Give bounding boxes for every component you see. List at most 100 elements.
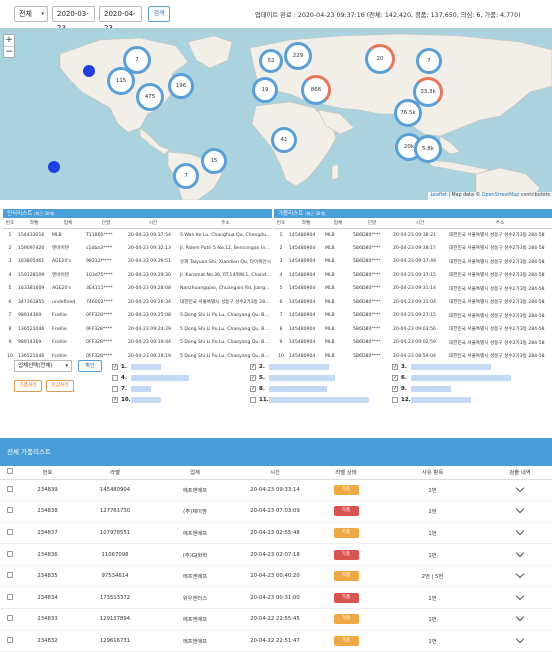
- reason-category-item[interactable]: ✓ 10.: [112, 396, 242, 404]
- reason-category-item[interactable]: ✓ 3.: [392, 363, 522, 371]
- checkbox[interactable]: [112, 386, 118, 392]
- column-header[interactable]: [0, 466, 20, 480]
- reason-category-item[interactable]: 11.: [250, 396, 380, 404]
- all-fake-row[interactable]: 234834 173513372 위우엔터스 20-04-23 00:31:00 가품 1…: [0, 586, 552, 610]
- checkbox-checked[interactable]: ✓: [112, 397, 118, 403]
- cluster-marker[interactable]: 76.5k: [394, 99, 422, 127]
- chevron-down-icon[interactable]: [515, 548, 525, 557]
- chevron-down-icon[interactable]: [515, 613, 525, 622]
- leaflet-link[interactable]: Leaflet: [430, 193, 447, 198]
- confirm-button[interactable]: 확인: [78, 360, 102, 372]
- checkbox-checked[interactable]: ✓: [392, 386, 398, 392]
- fake-list-row[interactable]: 5 145480904 MLB 5B6D80**** 20-04-23 09:31:14…: [274, 282, 552, 296]
- reason-category-item[interactable]: 7.: [112, 385, 242, 393]
- row-expand-cell[interactable]: [488, 565, 552, 588]
- chevron-down-icon[interactable]: [515, 634, 525, 644]
- auth-list-row[interactable]: 8 136521046 Fcellie 0FF328**** 20-04-23 09:2…: [3, 323, 272, 337]
- fake-list-row[interactable]: 2 145480904 MLB 5B6D80**** 20-04-23 09:38:17…: [274, 242, 552, 256]
- reason-category-item[interactable]: ✓ 2.: [250, 363, 380, 371]
- auth-list-row[interactable]: 2 159097426 텐바이텐 c1dba3**** 20-04-23 09:32:1…: [3, 242, 272, 256]
- row-expand-cell[interactable]: [488, 543, 552, 566]
- checkbox-checked[interactable]: ✓: [250, 364, 256, 370]
- row-expand-cell[interactable]: [488, 586, 552, 610]
- cluster-marker[interactable]: 41: [271, 127, 297, 153]
- status-badge[interactable]: 가품: [333, 506, 359, 517]
- fake-list-row[interactable]: 9 145480904 MLB 5B6D80**** 20-04-23 09:02:59…: [274, 336, 552, 350]
- cluster-marker[interactable]: 7: [173, 163, 199, 189]
- checkbox-checked[interactable]: ✓: [250, 375, 256, 381]
- fake-list-row[interactable]: 4 145480904 MLB 5B6D80**** 20-04-23 09:37:15…: [274, 269, 552, 283]
- row-checkbox[interactable]: [7, 550, 13, 557]
- scope-select[interactable]: 전체 ▾: [14, 6, 48, 22]
- zoom-in-button[interactable]: +: [5, 35, 13, 45]
- checkbox-checked[interactable]: ✓: [392, 375, 398, 381]
- row-select-cell[interactable]: [0, 565, 20, 588]
- checkbox-checked[interactable]: ✓: [250, 386, 256, 392]
- checkbox[interactable]: [250, 397, 256, 403]
- fake-list-row[interactable]: 8 145480904 MLB 5B6D80**** 20-04-23 09:03:56…: [274, 323, 552, 337]
- row-select-cell[interactable]: [0, 543, 20, 566]
- checkbox[interactable]: [112, 375, 118, 381]
- status-badge[interactable]: 가품: [333, 592, 359, 603]
- cluster-marker[interactable]: 15: [201, 148, 227, 174]
- reason-category-item[interactable]: ✓ 8.: [250, 385, 380, 393]
- checkbox-checked[interactable]: ✓: [112, 364, 118, 370]
- row-expand-cell[interactable]: [488, 479, 552, 502]
- all-fake-row[interactable]: 234839 145480904 에프앤에프 20-04-23 09:33:14 가품 1…: [0, 479, 552, 502]
- search-button[interactable]: 검색: [148, 6, 170, 22]
- fake-list-row[interactable]: 3 145480904 MLB 5B6D80**** 20-04-23 09:37:49…: [274, 255, 552, 269]
- select-all-checkbox[interactable]: [7, 468, 13, 475]
- row-expand-cell[interactable]: [488, 500, 552, 523]
- status-badge[interactable]: 가품: [333, 635, 359, 646]
- cluster-marker[interactable]: 52: [259, 49, 283, 73]
- row-checkbox[interactable]: [7, 507, 13, 514]
- zoom-out-button[interactable]: −: [4, 46, 14, 57]
- row-checkbox[interactable]: [7, 572, 13, 579]
- all-fake-row[interactable]: 234836 11067098 (주)GJ화학 20-04-23 02:07:18 가품…: [0, 543, 552, 566]
- reason-category-item[interactable]: ✓ 5.: [250, 374, 380, 382]
- all-fake-row[interactable]: 234832 129616731 에프앤에프 20-04-22 22:51:47 가품 1…: [0, 630, 552, 652]
- fake-list-row[interactable]: 7 145480904 MLB 5B6D80**** 20-04-23 09:27:15…: [274, 309, 552, 323]
- auth-list-row[interactable]: 6 347361855 undefined 746002**** 20-04-23 09…: [3, 296, 272, 310]
- row-select-cell[interactable]: [0, 500, 20, 523]
- all-fake-row[interactable]: 234835 97534614 에프앤에프 20-04-23 00:40:20 가품 2번…: [0, 565, 552, 588]
- cluster-marker[interactable]: 7: [416, 48, 442, 74]
- row-select-cell[interactable]: [0, 479, 20, 502]
- chevron-down-icon[interactable]: [515, 505, 525, 514]
- checkbox[interactable]: [392, 397, 398, 403]
- reason-category-item[interactable]: ✓ 9.: [392, 385, 522, 393]
- status-badge[interactable]: 가품: [333, 571, 359, 582]
- auth-list-row[interactable]: 3 163805461 AGE20's 98232f**** 20-04-23 09:2…: [3, 255, 272, 269]
- auth-list-row[interactable]: 7 98914369 Fcellie 0FF328**** 20-04-23 09:25…: [3, 309, 272, 323]
- fake-list-row[interactable]: 6 145480904 MLB 5B6D80**** 20-04-23 09:31:04…: [274, 296, 552, 310]
- reason-category-item[interactable]: ✓ 6.: [392, 374, 522, 382]
- cluster-marker[interactable]: 20: [365, 44, 395, 74]
- chevron-down-icon[interactable]: [515, 483, 525, 493]
- cluster-marker[interactable]: 5.8k: [414, 135, 442, 163]
- all-fake-row[interactable]: 234833 129137894 에프앤에프 20-04-22 22:55:45 가품 1…: [0, 608, 552, 631]
- status-badge[interactable]: 가품: [333, 549, 359, 560]
- row-select-cell[interactable]: [0, 608, 20, 631]
- row-expand-cell[interactable]: [488, 630, 552, 652]
- all-fake-row[interactable]: 234837 107978551 에프앤에프 20-04-23 02:55:48 가품 1…: [0, 522, 552, 545]
- cluster-marker[interactable]: 33.3k: [413, 77, 443, 107]
- osm-link[interactable]: OpenStreetMap: [481, 193, 520, 198]
- cluster-marker[interactable]: 19: [252, 77, 278, 103]
- suspect-process-button[interactable]: 의심처리: [46, 380, 74, 392]
- reason-category-item[interactable]: 12.: [392, 396, 522, 404]
- status-badge[interactable]: 가품: [333, 484, 359, 495]
- fake-list-row[interactable]: 1 145480904 MLB 5B6D80**** 20-04-23 09:38:21…: [274, 228, 552, 242]
- auth-list-row[interactable]: 1 154433016 MLB T11860**** 20-04-23 09:37:54…: [3, 228, 272, 242]
- row-expand-cell[interactable]: [488, 608, 552, 631]
- company-select[interactable]: 업체선택(전체) ▾: [14, 360, 72, 372]
- row-checkbox[interactable]: [7, 593, 13, 600]
- fake-list-row[interactable]: 10 145480904 MLB 5B6D80**** 20-04-23 08:59:0…: [274, 350, 552, 364]
- fake-process-button[interactable]: 가품처리: [14, 380, 42, 392]
- status-badge[interactable]: 가품: [333, 614, 359, 625]
- chevron-down-icon[interactable]: [515, 569, 525, 579]
- cluster-marker[interactable]: 475: [136, 83, 164, 111]
- auth-list-row[interactable]: 5 163381609 AGE20's 3E4111**** 20-04-23 09:2…: [3, 282, 272, 296]
- cluster-marker[interactable]: 229: [284, 42, 312, 70]
- status-badge[interactable]: 가품: [333, 527, 359, 538]
- row-checkbox[interactable]: [7, 615, 13, 622]
